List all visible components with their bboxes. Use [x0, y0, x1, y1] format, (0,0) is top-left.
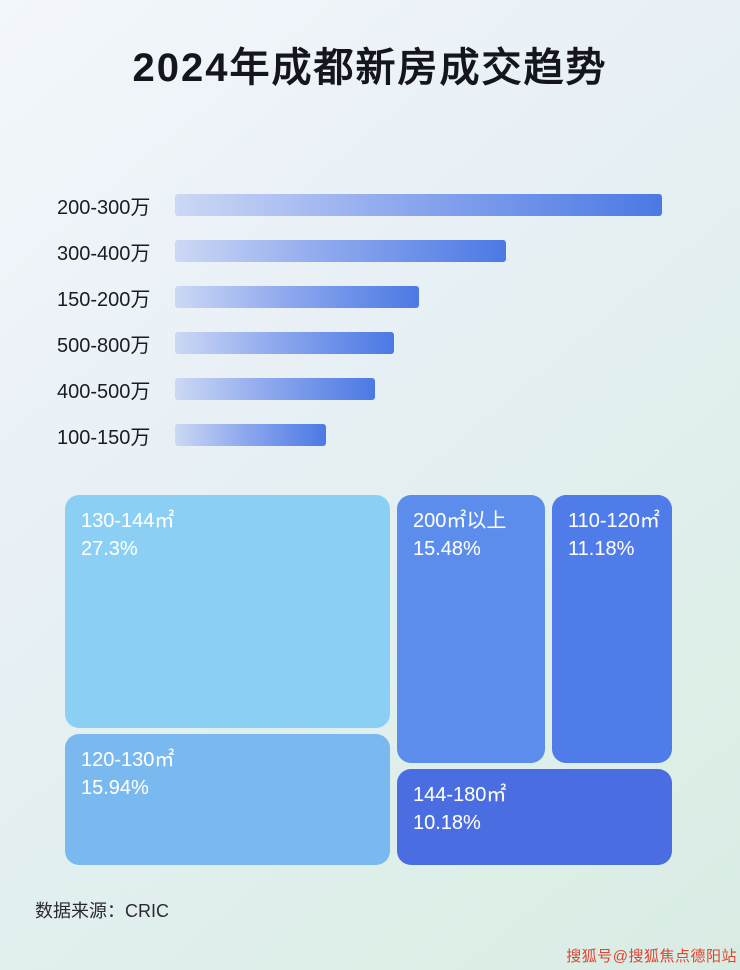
treemap-block-label: 130-144㎡ — [81, 510, 175, 532]
bar-label: 100-150万 — [57, 426, 151, 449]
bar-row: 300-400万 — [57, 228, 740, 274]
bar — [175, 194, 662, 216]
area-treemap: 130-144㎡ 27.3% 200㎡以上 15.48% 110-120㎡ 11… — [65, 495, 672, 865]
page-title: 2024年成都新房成交趋势 — [132, 46, 608, 90]
treemap-block-label: 144-180㎡ — [413, 784, 507, 806]
treemap-block-value: 27.3% — [81, 538, 138, 560]
bar-label: 500-800万 — [57, 334, 151, 357]
bar-label: 400-500万 — [57, 380, 151, 403]
bar-label: 150-200万 — [57, 288, 151, 311]
data-source: 数据来源：CRIC — [35, 901, 169, 921]
bar — [175, 332, 394, 354]
treemap-block-200-plus: 200㎡以上 15.48% — [397, 495, 545, 763]
price-range-bar-chart: 200-300万 300-400万 150-200万 500-800万 400-500万… — [0, 182, 740, 458]
treemap-block-value: 10.18% — [413, 812, 481, 834]
bar-row: 400-500万 — [57, 366, 740, 412]
watermark: 搜狐号@搜狐焦点德阳站 — [566, 948, 737, 965]
treemap-block-value: 15.48% — [413, 538, 481, 560]
bar-row: 150-200万 — [57, 274, 740, 320]
bar-label: 300-400万 — [57, 242, 151, 265]
bar-label: 200-300万 — [57, 196, 151, 219]
treemap-block-120-130: 120-130㎡ 15.94% — [65, 734, 390, 865]
bar — [175, 240, 506, 262]
treemap-block-144-180: 144-180㎡ 10.18% — [397, 769, 672, 865]
bar — [175, 424, 326, 446]
bar — [175, 378, 375, 400]
treemap-block-value: 15.94% — [81, 777, 149, 799]
bar-row: 100-150万 — [57, 412, 740, 458]
treemap-block-110-120: 110-120㎡ 11.18% — [552, 495, 672, 763]
treemap-block-130-144: 130-144㎡ 27.3% — [65, 495, 390, 728]
bar-row: 200-300万 — [57, 182, 740, 228]
treemap-block-label: 200㎡以上 — [413, 510, 507, 532]
bar-row: 500-800万 — [57, 320, 740, 366]
bar — [175, 286, 419, 308]
treemap-block-label: 120-130㎡ — [81, 749, 175, 771]
treemap-block-label: 110-120㎡ — [568, 510, 660, 532]
treemap-block-value: 11.18% — [568, 538, 635, 560]
